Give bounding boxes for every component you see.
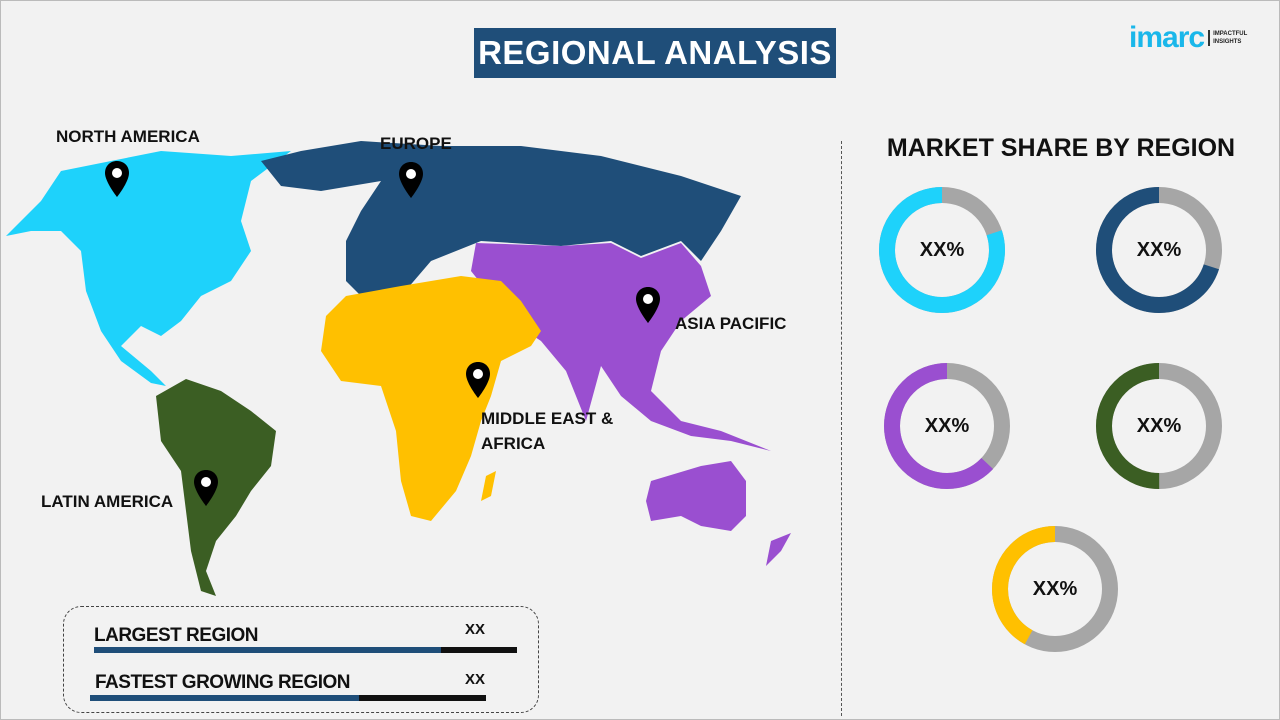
region-madagascar xyxy=(481,471,496,501)
imarc-logo: imarc IMPACTFUL INSIGHTS xyxy=(1129,21,1248,54)
location-pin-icon xyxy=(466,362,490,398)
location-pin-icon xyxy=(399,162,423,198)
fastest-growing-region-bar xyxy=(90,695,486,701)
label-europe: EUROPE xyxy=(380,134,452,153)
donut-share-arc xyxy=(1096,187,1222,313)
donut-share-arc xyxy=(879,187,1005,313)
region-north-america xyxy=(6,151,291,386)
region-asia-pacific xyxy=(471,243,771,451)
largest-region-bar xyxy=(94,647,517,653)
largest-region-label: LARGEST REGION xyxy=(94,625,259,646)
largest-region-bar-fill xyxy=(94,647,441,653)
label-north-america: NORTH AMERICA xyxy=(56,127,200,146)
donut-asia-pacific: XX% xyxy=(882,361,1012,491)
location-pin-icon xyxy=(105,161,129,197)
donut-label: XX% xyxy=(1136,238,1182,261)
donut-label: XX% xyxy=(1136,414,1182,437)
region-europe xyxy=(261,141,741,296)
divider xyxy=(841,141,842,716)
donut-middle-east-africa: XX% xyxy=(990,524,1120,654)
page-title: REGIONAL ANALYSIS xyxy=(474,28,836,78)
region-middle-east-africa xyxy=(321,276,541,521)
region-new-zealand xyxy=(766,533,791,566)
location-pin-icon xyxy=(636,287,660,323)
donut-label: XX% xyxy=(924,414,970,437)
market-share-title: MARKET SHARE BY REGION xyxy=(886,134,1236,162)
donut-europe: XX% xyxy=(1094,185,1224,315)
donut-label: XX% xyxy=(919,238,965,261)
label-asia-pacific: ASIA PACIFIC xyxy=(675,314,787,333)
donut-latin-america: XX% xyxy=(1094,361,1224,491)
fastest-growing-region-label: FASTEST GROWING REGION xyxy=(95,672,351,693)
summary-box xyxy=(63,606,539,713)
donut-share-arc xyxy=(884,363,1010,489)
label-latin-america: LATIN AMERICA xyxy=(41,492,174,511)
location-pin-icon xyxy=(194,470,218,506)
label-middle-east-africa: MIDDLE EAST & AFRICA xyxy=(481,409,614,453)
donut-share-arc xyxy=(1096,363,1222,489)
largest-region-value: XX xyxy=(465,621,486,638)
donut-share-arc xyxy=(992,526,1118,652)
donut-label: XX% xyxy=(1032,577,1078,600)
region-australia xyxy=(646,461,746,531)
donut-north-america: XX% xyxy=(877,185,1007,315)
fastest-growing-region-value: XX xyxy=(465,671,486,688)
fastest-growing-region-bar-fill xyxy=(90,695,360,701)
